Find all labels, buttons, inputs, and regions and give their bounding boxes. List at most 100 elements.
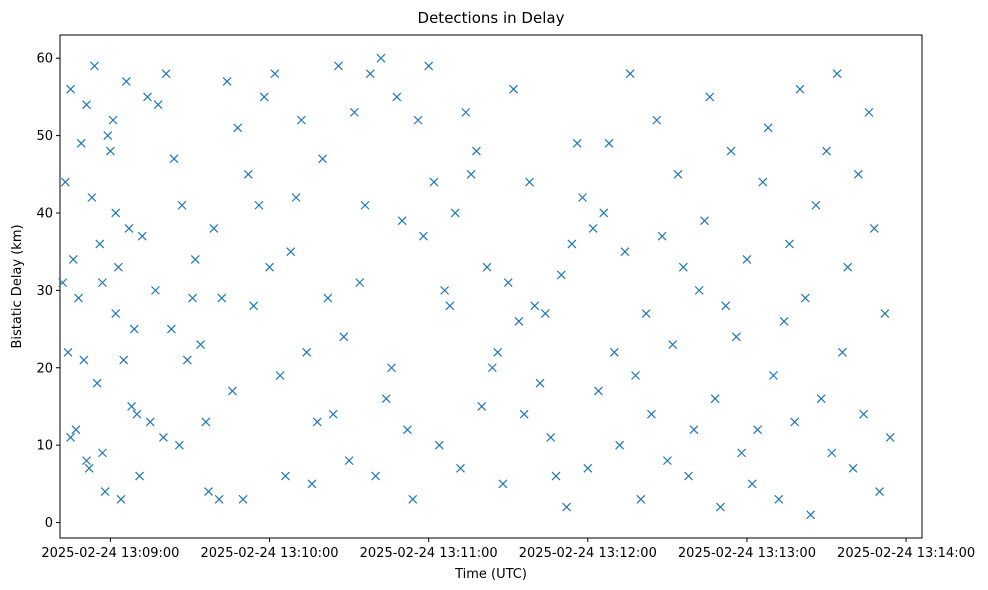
data-point bbox=[98, 448, 107, 458]
data-point bbox=[652, 115, 662, 125]
data-point bbox=[58, 278, 68, 288]
data-point bbox=[111, 208, 121, 218]
data-point bbox=[477, 402, 487, 411]
data-point bbox=[291, 193, 301, 202]
data-point bbox=[82, 100, 91, 110]
data-point bbox=[519, 409, 529, 419]
data-point bbox=[204, 487, 213, 496]
chart-title: Detections in Delay bbox=[418, 9, 565, 27]
data-point bbox=[270, 69, 280, 79]
data-point bbox=[265, 262, 274, 272]
plot-area-frame bbox=[59, 34, 923, 539]
data-point bbox=[784, 239, 794, 249]
data-point bbox=[689, 425, 699, 435]
y-tick-label: 10 bbox=[36, 439, 53, 454]
data-point bbox=[657, 231, 667, 241]
data-point bbox=[119, 355, 129, 365]
data-point bbox=[726, 146, 736, 156]
data-point bbox=[530, 301, 540, 311]
data-point bbox=[450, 208, 460, 218]
data-point bbox=[71, 425, 81, 435]
x-axis-label: Time (UTC) bbox=[454, 567, 527, 582]
data-point bbox=[137, 231, 147, 241]
data-point bbox=[408, 494, 418, 504]
data-point bbox=[209, 224, 219, 233]
data-point bbox=[578, 193, 587, 202]
data-point bbox=[66, 432, 76, 442]
data-point bbox=[811, 200, 821, 210]
data-point bbox=[795, 84, 805, 94]
data-point bbox=[381, 394, 391, 404]
data-point bbox=[153, 100, 163, 110]
data-point bbox=[124, 224, 134, 233]
data-point bbox=[678, 262, 688, 272]
data-point bbox=[318, 154, 328, 164]
data-point bbox=[296, 115, 306, 125]
data-point bbox=[747, 479, 757, 489]
data-point bbox=[551, 471, 561, 481]
data-point bbox=[503, 278, 513, 288]
data-point bbox=[466, 169, 476, 179]
data-points bbox=[58, 53, 895, 520]
data-point bbox=[334, 61, 343, 71]
data-point bbox=[461, 107, 471, 117]
data-point bbox=[145, 417, 155, 427]
data-point bbox=[84, 463, 94, 473]
data-point bbox=[662, 456, 672, 466]
x-tick-label: 2025-02-24 13:14:00 bbox=[837, 546, 975, 561]
data-point bbox=[403, 425, 412, 435]
data-point bbox=[493, 347, 503, 357]
data-point bbox=[471, 146, 481, 156]
data-point bbox=[673, 169, 683, 179]
data-point bbox=[196, 340, 205, 349]
data-point bbox=[763, 123, 773, 133]
data-point bbox=[371, 471, 381, 481]
data-point bbox=[98, 278, 107, 288]
data-point bbox=[90, 61, 99, 71]
y-tick-label: 0 bbox=[45, 516, 53, 531]
data-point bbox=[806, 510, 816, 520]
y-tick-label: 20 bbox=[36, 361, 53, 376]
data-point bbox=[774, 494, 784, 504]
data-point bbox=[509, 84, 518, 94]
data-point bbox=[182, 355, 192, 365]
data-point bbox=[323, 293, 333, 303]
data-point bbox=[413, 115, 423, 125]
y-tick-label: 30 bbox=[36, 284, 53, 299]
data-point bbox=[312, 417, 322, 427]
data-point bbox=[525, 177, 534, 187]
data-point bbox=[349, 107, 359, 117]
data-point bbox=[694, 285, 704, 295]
x-tick-label: 2025-02-24 13:12:00 bbox=[519, 546, 657, 561]
data-point bbox=[355, 278, 365, 288]
data-point bbox=[620, 247, 630, 257]
data-point bbox=[615, 440, 625, 450]
data-point bbox=[588, 224, 598, 233]
data-point bbox=[440, 285, 450, 295]
data-point bbox=[758, 177, 768, 187]
data-point bbox=[636, 494, 646, 504]
data-point bbox=[387, 363, 396, 373]
data-point bbox=[63, 347, 73, 357]
data-point bbox=[217, 293, 227, 303]
data-point bbox=[214, 494, 224, 504]
data-point bbox=[583, 463, 593, 473]
data-point bbox=[60, 177, 70, 187]
data-point bbox=[848, 463, 858, 473]
data-point bbox=[572, 138, 582, 148]
data-point bbox=[710, 394, 720, 404]
data-point bbox=[360, 200, 370, 210]
data-point bbox=[392, 92, 402, 102]
data-point bbox=[731, 332, 741, 342]
data-point bbox=[641, 309, 651, 319]
data-point bbox=[800, 293, 810, 303]
data-point bbox=[74, 293, 83, 303]
data-point bbox=[625, 69, 635, 79]
data-point bbox=[604, 138, 614, 148]
data-point bbox=[259, 92, 269, 102]
data-point bbox=[254, 200, 264, 210]
data-point bbox=[514, 316, 524, 326]
data-point bbox=[132, 409, 142, 419]
